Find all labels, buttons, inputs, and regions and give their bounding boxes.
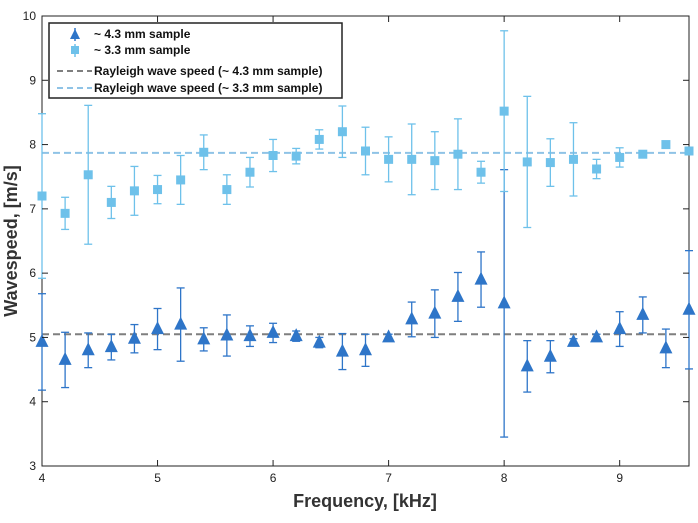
data-point-triangle bbox=[58, 351, 72, 365]
data-point-triangle bbox=[335, 343, 349, 357]
data-point-triangle bbox=[243, 328, 257, 342]
data-point-square bbox=[476, 167, 486, 177]
data-point-triangle bbox=[104, 339, 118, 353]
data-point-square bbox=[199, 147, 209, 157]
data-point-square bbox=[568, 154, 578, 164]
data-point-square bbox=[129, 186, 139, 196]
data-point-triangle bbox=[35, 333, 49, 347]
data-point-triangle bbox=[451, 288, 465, 302]
legend-entry-rayleigh-4mm: Rayleigh wave speed (~ 4.3 mm sample) bbox=[57, 64, 322, 78]
x-tick-label: 6 bbox=[270, 471, 277, 485]
y-axis-title: Wavespeed, [m/s] bbox=[1, 165, 21, 316]
legend-label-4mm: ~ 4.3 mm sample bbox=[94, 27, 191, 41]
x-tick-label: 7 bbox=[385, 471, 392, 485]
data-point-square bbox=[222, 185, 232, 195]
data-point-triangle bbox=[566, 333, 580, 347]
data-point-triangle bbox=[474, 271, 488, 285]
data-point-square bbox=[291, 151, 301, 161]
series-4mm bbox=[35, 168, 696, 438]
data-point-triangle bbox=[312, 334, 326, 348]
data-point-square bbox=[545, 158, 555, 168]
data-point-triangle bbox=[151, 321, 165, 335]
square-marker-icon bbox=[71, 46, 79, 54]
legend-entry-rayleigh-3mm: Rayleigh wave speed (~ 3.3 mm sample) bbox=[57, 81, 322, 95]
data-point-triangle bbox=[590, 329, 604, 343]
x-tick-label: 5 bbox=[154, 471, 161, 485]
data-point-triangle bbox=[659, 340, 673, 354]
data-point-square bbox=[268, 151, 278, 160]
data-point-triangle bbox=[359, 342, 372, 356]
data-point-triangle bbox=[127, 330, 141, 344]
x-tick-label: 9 bbox=[616, 471, 623, 485]
data-point-triangle bbox=[174, 316, 188, 330]
data-point-triangle bbox=[682, 301, 696, 315]
data-point-square bbox=[37, 191, 47, 201]
data-point-square bbox=[638, 149, 648, 159]
data-point-square bbox=[499, 106, 509, 116]
data-point-square bbox=[430, 156, 440, 166]
legend-box bbox=[48, 22, 343, 99]
data-point-square bbox=[106, 197, 116, 207]
legend-entry-4mm: ~ 4.3 mm sample bbox=[70, 27, 191, 41]
y-tick-label: 7 bbox=[29, 202, 36, 216]
data-point-square bbox=[60, 208, 70, 218]
data-point-square bbox=[83, 170, 93, 180]
data-point-square bbox=[176, 175, 186, 185]
data-point-triangle bbox=[613, 321, 627, 335]
data-point-triangle bbox=[81, 342, 95, 356]
y-tick-label: 6 bbox=[29, 266, 36, 280]
legend-entry-3mm: ~ 3.3 mm sample bbox=[71, 43, 191, 57]
data-point-square bbox=[522, 157, 532, 167]
series-3mm bbox=[37, 30, 694, 279]
x-tick-label: 8 bbox=[501, 471, 508, 485]
data-point-square bbox=[245, 167, 255, 177]
data-point-triangle bbox=[405, 311, 419, 325]
data-point-square bbox=[337, 127, 347, 137]
data-point-triangle bbox=[220, 327, 234, 341]
data-point-triangle bbox=[497, 295, 511, 309]
legend: ~ 4.3 mm sample ~ 3.3 mm sample Rayleigh… bbox=[48, 22, 343, 99]
data-point-square bbox=[153, 185, 163, 195]
legend-label-rayleigh-3mm: Rayleigh wave speed (~ 3.3 mm sample) bbox=[94, 81, 322, 95]
data-point-square bbox=[384, 154, 394, 164]
data-point-triangle bbox=[382, 329, 396, 343]
data-point-square bbox=[592, 164, 602, 174]
data-point-square bbox=[684, 146, 694, 156]
data-point-triangle bbox=[543, 348, 557, 362]
data-point-square bbox=[615, 152, 625, 162]
data-point-square bbox=[407, 154, 417, 164]
data-point-triangle bbox=[266, 324, 280, 338]
data-point-square bbox=[361, 146, 370, 156]
y-tick-label: 9 bbox=[29, 73, 36, 87]
data-series bbox=[35, 30, 696, 438]
data-point-square bbox=[453, 149, 463, 159]
legend-label-3mm: ~ 3.3 mm sample bbox=[94, 43, 191, 57]
y-tick-label: 3 bbox=[29, 459, 36, 473]
y-tick-label: 5 bbox=[29, 330, 36, 344]
x-tick-label: 4 bbox=[39, 471, 46, 485]
y-tick-label: 8 bbox=[29, 138, 36, 152]
y-tick-label: 4 bbox=[29, 395, 36, 409]
triangle-marker-icon bbox=[70, 29, 80, 39]
y-tick-label: 10 bbox=[23, 9, 37, 23]
x-axis-title: Frequency, [kHz] bbox=[293, 491, 437, 511]
data-point-square bbox=[314, 134, 324, 144]
data-point-triangle bbox=[197, 331, 211, 345]
data-point-square bbox=[661, 140, 671, 150]
data-point-triangle bbox=[428, 305, 442, 319]
data-point-triangle bbox=[289, 328, 303, 342]
legend-label-rayleigh-4mm: Rayleigh wave speed (~ 4.3 mm sample) bbox=[94, 64, 322, 78]
data-point-triangle bbox=[636, 306, 650, 320]
data-point-triangle bbox=[520, 358, 534, 372]
